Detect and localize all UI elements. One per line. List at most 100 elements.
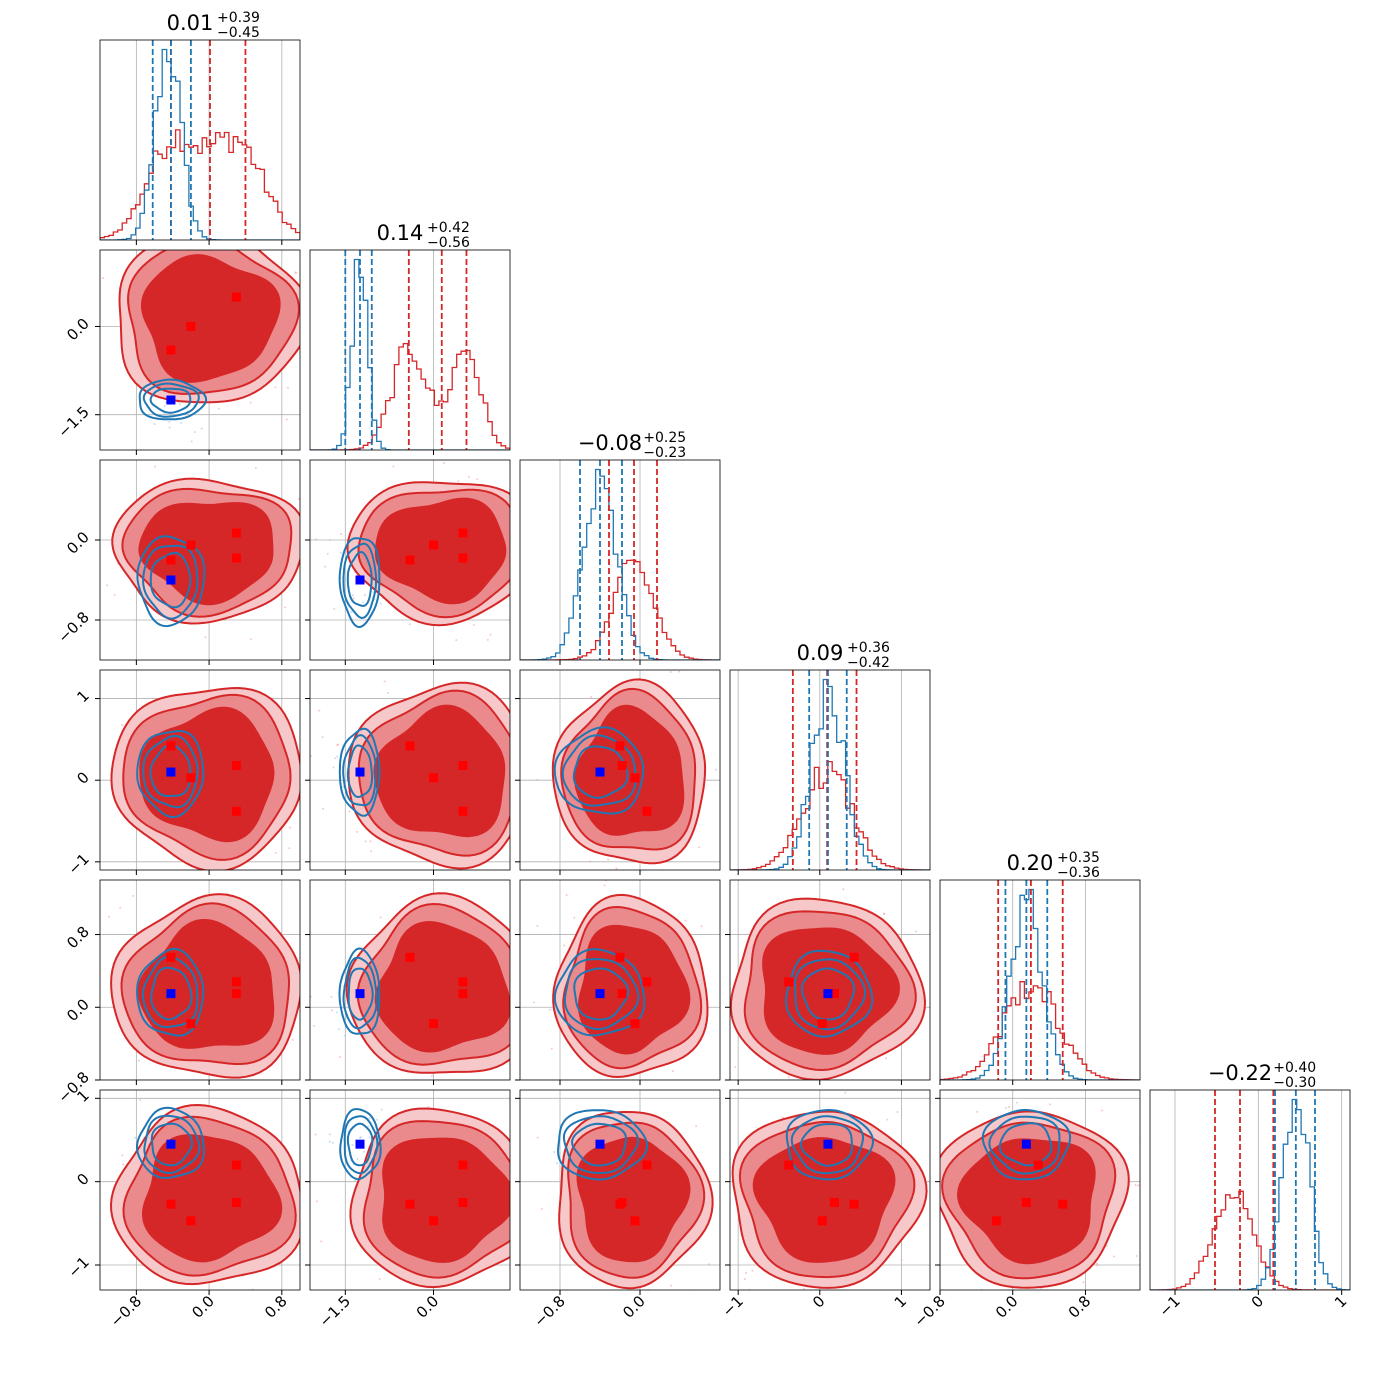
blue-sample-point — [350, 611, 353, 614]
panel-4-2 — [515, 879, 721, 1085]
red-sample-point — [1008, 1081, 1010, 1083]
red-sample-point — [352, 597, 355, 600]
red-sample-point — [524, 554, 526, 556]
red-sample-point — [1096, 1262, 1099, 1265]
panel-2-0: −0.8 0.0 — [26, 459, 301, 665]
red-marker — [615, 741, 625, 751]
panel-5-5: −0.22 +0.40−0.30 −1 0 1 — [1149, 1060, 1350, 1320]
red-marker — [231, 989, 241, 999]
red-histogram — [730, 760, 930, 870]
red-marker — [458, 553, 468, 563]
panel-content — [310, 250, 510, 450]
blue-sample-point — [328, 539, 331, 542]
red-sample-point — [886, 1118, 889, 1121]
red-sample-point — [91, 1208, 93, 1210]
red-sample-point — [535, 535, 537, 537]
panel-4-3 — [725, 879, 931, 1101]
blue-sample-point — [367, 1125, 370, 1128]
blue-contour — [339, 1108, 382, 1181]
red-marker — [166, 952, 176, 962]
blue-sample-point — [363, 1087, 365, 1089]
panel-title: 0.01 — [167, 11, 214, 35]
blue-sample-point — [328, 1133, 331, 1136]
red-sample-point — [541, 1207, 544, 1210]
red-sample-point — [132, 894, 135, 897]
red-marker — [642, 806, 652, 816]
red-sample-point — [741, 1099, 743, 1101]
red-sample-point — [884, 1057, 887, 1060]
blue-sample-point — [333, 607, 336, 610]
panel-frame — [939, 1089, 1141, 1291]
red-sample-point — [254, 466, 257, 469]
blue-contour — [342, 734, 377, 807]
red-sample-point — [591, 1307, 593, 1309]
red-sample-point — [511, 791, 513, 793]
blue-sample-point — [339, 551, 342, 554]
panel-3-3: 0.09 +0.36−0.42 — [729, 640, 931, 875]
blue-sample-point — [163, 412, 166, 415]
panel-title: 0.20 — [1007, 851, 1054, 875]
red-sample-point — [511, 708, 513, 710]
blue-contour — [784, 949, 874, 1038]
panel-5-4: −0.8 0.0 0.8 — [910, 1081, 1141, 1331]
blue-contour — [142, 734, 199, 809]
blue-marker — [823, 989, 833, 999]
blue-sample-point — [342, 785, 345, 788]
blue-sample-point — [193, 431, 196, 434]
red-marker — [166, 741, 176, 751]
red-marker — [429, 1216, 439, 1226]
red-sample-point — [669, 1284, 672, 1287]
red-sample-point — [976, 1110, 979, 1113]
blue-contour — [142, 382, 200, 418]
panel-frame — [519, 1089, 721, 1291]
panel-frame — [309, 1089, 511, 1291]
red-marker — [458, 528, 468, 538]
red-sample-point — [613, 1341, 615, 1343]
red-sample-point — [499, 1311, 501, 1313]
red-sample-point — [607, 858, 610, 861]
red-sample-point — [204, 218, 206, 220]
blue-marker — [595, 1139, 605, 1149]
panel-5-3: −1 0 1 — [719, 1089, 931, 1320]
blue-contour — [143, 1114, 201, 1174]
blue-sample-point — [106, 584, 109, 587]
panel-5-1: −1.5 0.0 — [305, 1087, 511, 1331]
blue-sample-point — [368, 1117, 371, 1120]
red-sample-point — [1105, 1245, 1108, 1248]
red-sample-point — [590, 695, 593, 698]
red-sample-point — [580, 874, 582, 876]
red-sample-point — [1112, 1255, 1115, 1258]
red-sample-point — [526, 560, 528, 562]
panel-content — [100, 40, 300, 240]
x-tick-label: 0.8 — [1065, 1292, 1095, 1322]
red-sample-point — [467, 475, 470, 478]
blue-sample-point — [533, 1001, 536, 1004]
blue-sample-point — [200, 427, 203, 430]
red-sample-point — [164, 1294, 166, 1296]
red-sample-point — [1101, 1109, 1104, 1112]
blue-sample-point — [336, 755, 339, 758]
panel-content — [310, 1087, 510, 1313]
red-marker — [817, 1216, 827, 1226]
red-sample-point — [370, 850, 373, 853]
blue-sample-point — [356, 1157, 359, 1160]
red-sample-point — [743, 1277, 746, 1280]
red-sample-point — [512, 1021, 514, 1023]
panel-frame — [99, 39, 301, 241]
red-sample-point — [378, 1277, 381, 1280]
blue-sample-point — [362, 601, 365, 604]
red-sample-point — [1096, 1264, 1099, 1267]
blue-contour — [142, 544, 199, 620]
red-sample-point — [1014, 1294, 1016, 1296]
red-marker — [231, 1160, 241, 1170]
red-sample-point — [476, 478, 479, 481]
red-sample-point — [684, 919, 687, 922]
red-sample-point — [430, 1075, 433, 1078]
red-sample-point — [26, 593, 28, 595]
red-sample-point — [978, 1324, 980, 1326]
red-marker — [630, 773, 640, 783]
red-sample-point — [734, 1065, 737, 1068]
blue-sample-point — [163, 405, 166, 408]
red-marker — [166, 345, 176, 355]
blue-sample-point — [326, 552, 329, 555]
